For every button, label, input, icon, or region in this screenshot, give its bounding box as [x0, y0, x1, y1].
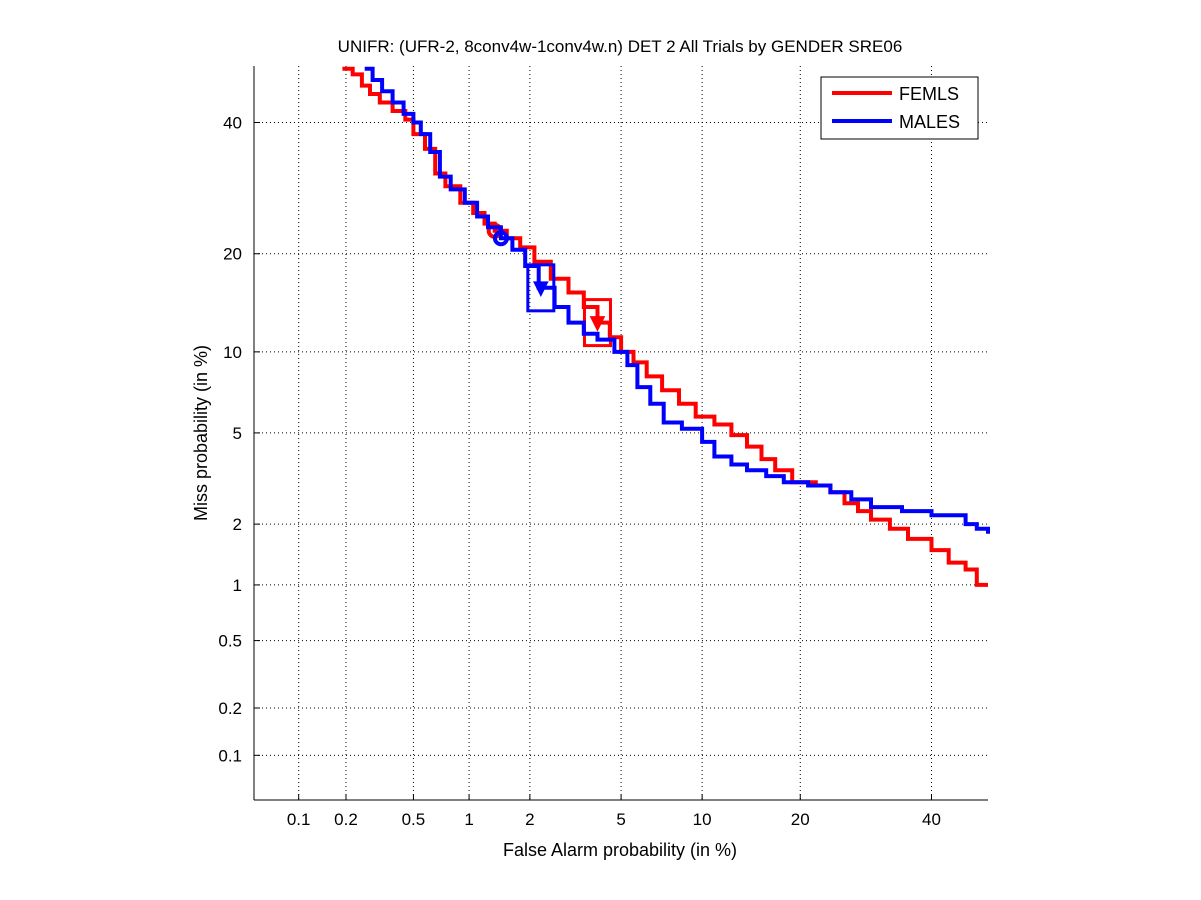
x-tick-label: 20: [791, 810, 810, 829]
plot-area: [254, 66, 988, 800]
x-tick-label: 10: [693, 810, 712, 829]
y-tick-label: 2: [233, 515, 242, 534]
y-tick-label: 1: [233, 576, 242, 595]
x-tick-label: 2: [525, 810, 534, 829]
x-tick-label: 0.2: [334, 810, 358, 829]
x-tick-label: 0.5: [402, 810, 426, 829]
y-tick-label: 0.1: [218, 746, 242, 765]
y-axis-label: Miss probability (in %): [191, 345, 211, 521]
legend-box: [820, 76, 979, 140]
x-tick-label: 40: [922, 810, 941, 829]
legend-label-femls: FEMLS: [899, 84, 959, 104]
x-axis-label: False Alarm probability (in %): [503, 840, 737, 860]
x-tick-label: 1: [464, 810, 473, 829]
y-axis-ticks: 0.1 0.2 0.5 1 2 5 10 20 40: [218, 114, 260, 765]
y-tick-label: 0.5: [218, 632, 242, 651]
series-group: [342, 66, 990, 587]
series-line-femls: [342, 66, 988, 587]
y-tick-label: 20: [223, 245, 242, 264]
y-tick-label: 10: [223, 343, 242, 362]
chart-title: UNIFR: (UFR-2, 8conv4w-1conv4w.n) DET 2 …: [338, 37, 903, 56]
y-tick-label: 5: [233, 424, 242, 443]
legend-label-males: MALES: [899, 112, 960, 132]
actual-dcf-marker-males: [533, 281, 549, 297]
x-axis-ticks: 0.1 0.2 0.5 1 2 5 10 20 40: [287, 794, 941, 829]
actual-dcf-marker-femls: [589, 316, 606, 332]
x-tick-label: 0.1: [287, 810, 311, 829]
min-dcf-marker-males: [492, 230, 509, 247]
y-tick-label: 0.2: [218, 699, 242, 718]
actual-dcf-box-males: [526, 263, 556, 313]
y-tick-label: 40: [223, 114, 242, 133]
x-tick-label: 5: [616, 810, 625, 829]
series-line-males: [364, 66, 990, 534]
legend: FEMLS MALES: [820, 76, 979, 140]
